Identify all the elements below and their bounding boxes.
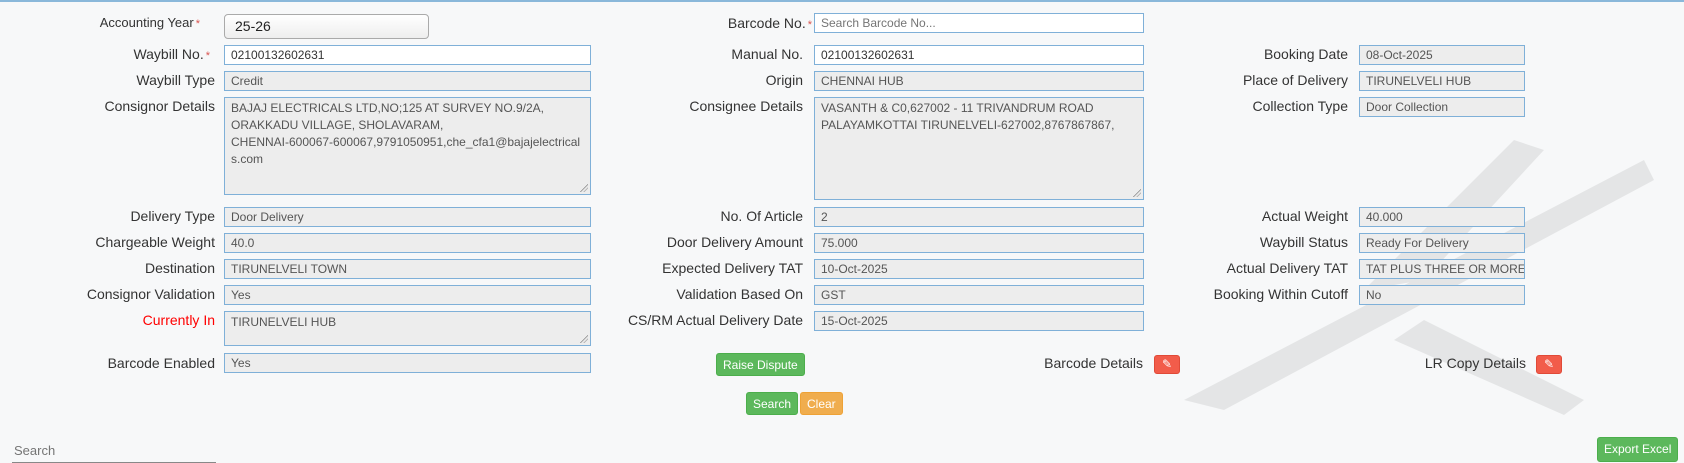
consignor-details-textarea[interactable]: BAJAJ ELECTRICALS LTD,NO;125 AT SURVEY N… (224, 97, 591, 195)
lr-copy-details-edit-button[interactable]: ✎ (1536, 355, 1562, 374)
barcode-enabled-label: Barcode Enabled (107, 355, 215, 371)
destination-label: Destination (144, 260, 215, 276)
waybill-type-label: Waybill Type (136, 72, 215, 88)
barcode-details-label: Barcode Details (1044, 355, 1143, 371)
manual-no-label: Manual No. (731, 46, 803, 62)
cs-rm-actual-delivery-date-field: 15-Oct-2025 (814, 311, 1144, 331)
waybill-no-label: Waybill No. * (133, 46, 210, 62)
booking-date-field: 08-Oct-2025 (1359, 45, 1525, 65)
no-of-article-label: No. Of Article (720, 208, 803, 224)
consignee-details-textarea[interactable]: VASANTH & C0,627002 - 11 TRIVANDRUM ROAD… (814, 97, 1144, 200)
export-excel-button[interactable]: Export Excel (1597, 437, 1679, 462)
edit-icon: ✎ (1543, 357, 1555, 371)
origin-label: Origin (765, 72, 803, 88)
waybill-status-label: Waybill Status (1259, 234, 1348, 250)
collection-type-field: Door Collection (1359, 97, 1525, 117)
waybill-no-input[interactable]: 02100132602631 (224, 45, 591, 65)
resize-handle[interactable] (580, 184, 588, 192)
accounting-year-select[interactable]: 25-26 (224, 14, 429, 39)
door-delivery-amount-field: 75.000 (814, 233, 1144, 253)
actual-weight-field: 40.000 (1359, 207, 1525, 227)
door-delivery-amount-label: Door Delivery Amount (666, 234, 803, 250)
table-search-input[interactable] (12, 438, 216, 463)
actual-delivery-tat-label: Actual Delivery TAT (1226, 260, 1348, 276)
collection-type-label: Collection Type (1252, 98, 1348, 114)
consignee-details-label: Consignee Details (689, 98, 803, 114)
resize-handle[interactable] (1133, 189, 1141, 197)
resize-handle[interactable] (580, 335, 588, 343)
delivery-type-field: Door Delivery (224, 207, 591, 227)
edit-icon: ✎ (1161, 357, 1173, 371)
barcode-enabled-field: Yes (224, 353, 591, 373)
barcode-no-input[interactable] (814, 13, 1144, 33)
place-of-delivery-field: TIRUNELVELI HUB (1359, 71, 1525, 91)
chargeable-weight-label: Chargeable Weight (95, 234, 215, 250)
delivery-type-label: Delivery Type (130, 208, 215, 224)
chargeable-weight-field: 40.0 (224, 233, 591, 253)
origin-field: CHENNAI HUB (814, 71, 1144, 91)
booking-within-cutoff-field: No (1359, 285, 1525, 305)
barcode-details-edit-button[interactable]: ✎ (1154, 355, 1180, 374)
expected-delivery-tat-label: Expected Delivery TAT (662, 260, 803, 276)
manual-no-input[interactable]: 02100132602631 (814, 45, 1144, 65)
destination-field: TIRUNELVELI TOWN (224, 259, 591, 279)
validation-based-on-label: Validation Based On (676, 286, 803, 302)
currently-in-label: Currently In (142, 312, 215, 328)
currently-in-textarea[interactable]: TIRUNELVELI HUB (224, 311, 591, 346)
place-of-delivery-label: Place of Delivery (1242, 72, 1348, 88)
consignor-validation-label: Consignor Validation (86, 286, 215, 302)
booking-date-label: Booking Date (1263, 46, 1348, 62)
search-button[interactable]: Search (746, 392, 799, 415)
actual-delivery-tat-field: TAT PLUS THREE OR MORE T (1359, 259, 1525, 279)
cs-rm-actual-delivery-date-label: CS/RM Actual Delivery Date (627, 312, 803, 328)
raise-dispute-button[interactable]: Raise Dispute (716, 353, 805, 376)
barcode-no-label: Barcode No. * (727, 15, 812, 31)
lr-copy-details-label: LR Copy Details (1424, 355, 1526, 371)
accounting-year-label: Accounting Year * (99, 15, 200, 30)
waybill-status-field: Ready For Delivery (1359, 233, 1525, 253)
consignor-details-label: Consignor Details (104, 98, 216, 114)
booking-within-cutoff-label: Booking Within Cutoff (1213, 286, 1348, 302)
actual-weight-label: Actual Weight (1261, 208, 1348, 224)
validation-based-on-field: GST (814, 285, 1144, 305)
waybill-type-field: Credit (224, 71, 591, 91)
expected-delivery-tat-field: 10-Oct-2025 (814, 259, 1144, 279)
consignor-validation-field: Yes (224, 285, 591, 305)
no-of-article-field: 2 (814, 207, 1144, 227)
top-border (0, 0, 1684, 2)
clear-button[interactable]: Clear (800, 392, 843, 415)
